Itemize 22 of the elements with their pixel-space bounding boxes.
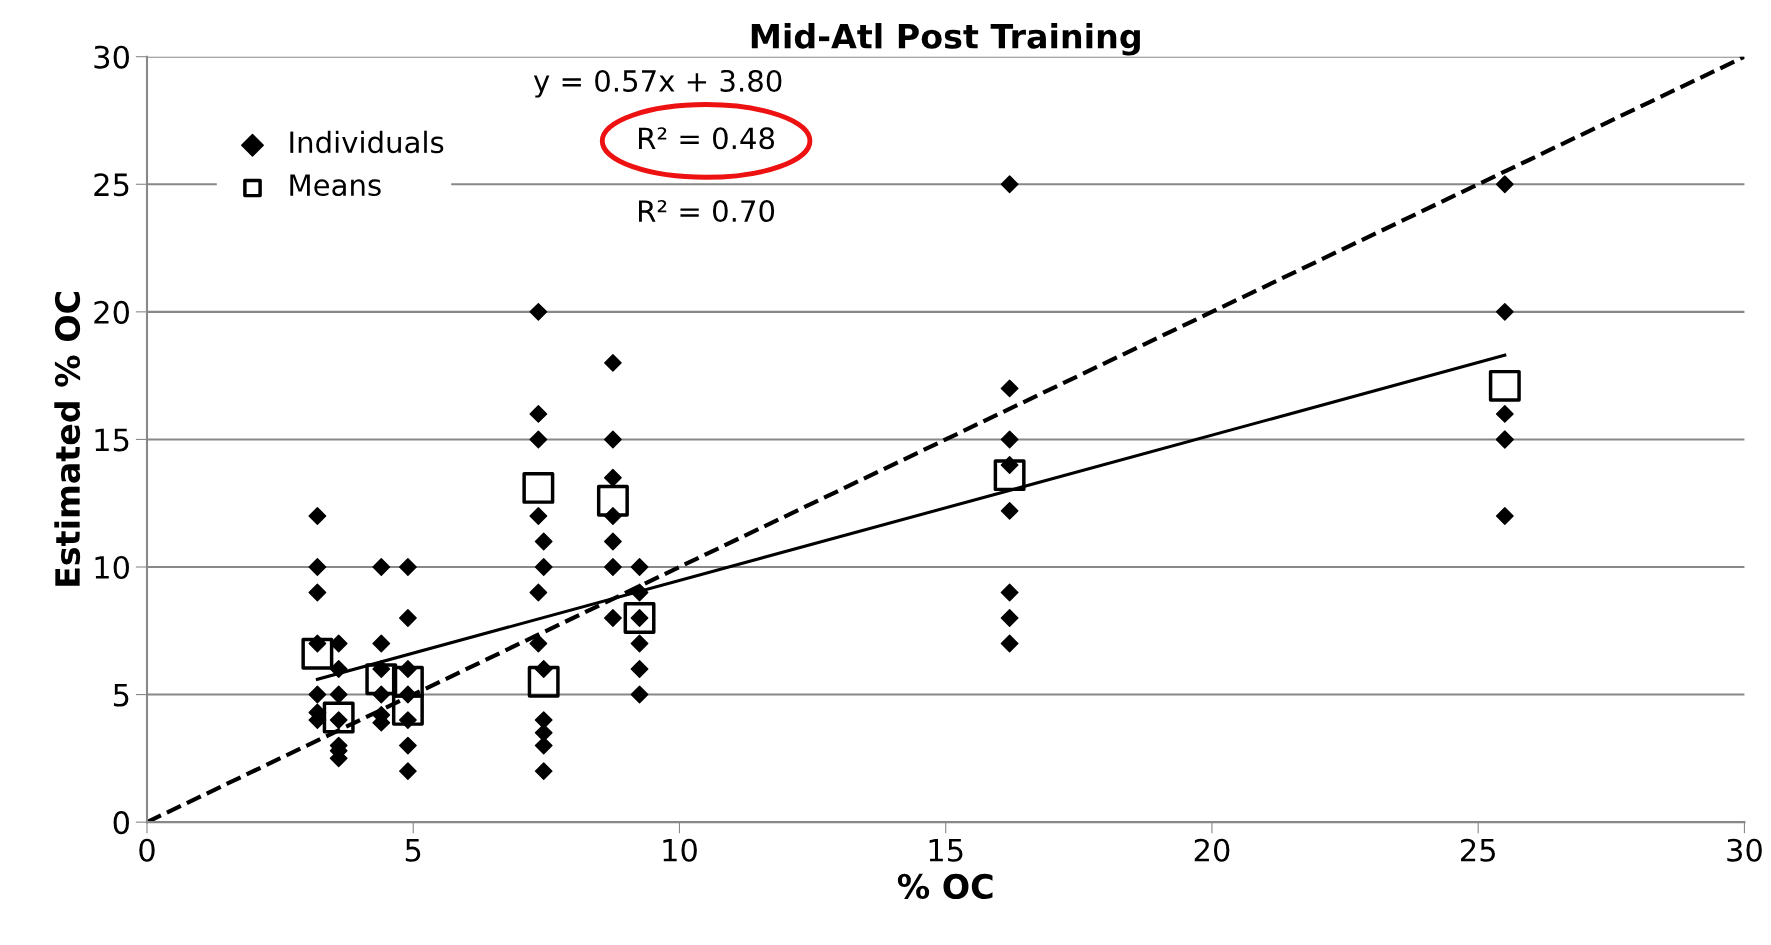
- y-tick-label: 25: [94, 173, 129, 197]
- annotation: R² = 0.48: [639, 127, 775, 150]
- x-axis-title: % OC: [897, 873, 993, 900]
- legend-label: Individuals: [290, 130, 444, 154]
- annotation: y = 0.57x + 3.80: [533, 69, 782, 98]
- y-tick-label: 30: [94, 45, 129, 69]
- x-tick-label: 5: [405, 839, 421, 862]
- x-tick-label: 10: [663, 838, 697, 862]
- x-tick-label: 0: [139, 838, 155, 862]
- x-tick-label: 20: [1194, 838, 1230, 862]
- y-tick-label: 20: [94, 300, 129, 324]
- x-tick-label: 15: [929, 839, 963, 862]
- x-tick-label: 30: [1727, 838, 1762, 862]
- y-tick-label: 5: [113, 683, 129, 707]
- chart-title: Mid-Atl Post Training: [751, 23, 1140, 56]
- y-tick-label: 10: [95, 555, 129, 580]
- y-tick-label: 15: [95, 428, 129, 452]
- legend-label: Means: [290, 174, 381, 197]
- y-tick-label: 0: [113, 811, 129, 835]
- annotation: R² = 0.70: [639, 200, 775, 223]
- x-tick-label: 25: [1460, 838, 1495, 862]
- y-axis-title: Estimated % OC: [54, 292, 81, 586]
